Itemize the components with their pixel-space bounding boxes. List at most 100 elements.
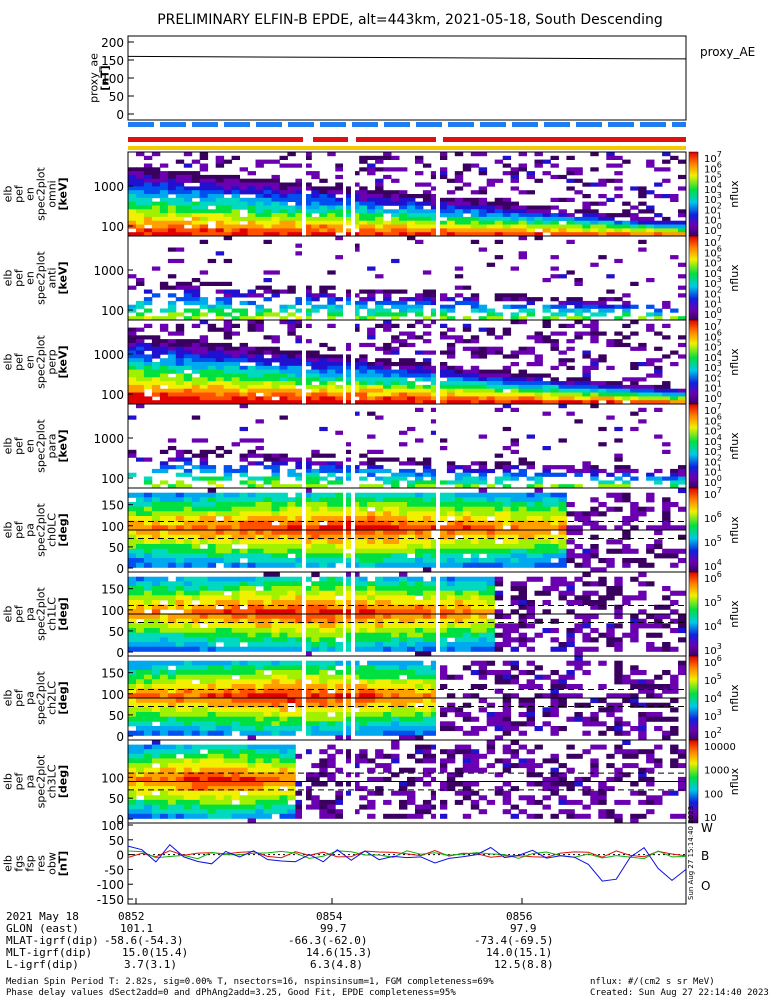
ch0lc-cell (375, 530, 384, 536)
ch1lc-cell (550, 637, 559, 643)
perp-cell (446, 392, 456, 397)
perp-cell (359, 381, 368, 386)
ch1lc-cell (486, 590, 496, 596)
perp-cell (407, 396, 416, 401)
ch0lc-cell (319, 492, 328, 498)
omni-cell (199, 190, 209, 195)
omni-cell (271, 190, 280, 195)
ch0lc-cell (470, 562, 480, 568)
ch0lc-cell (207, 497, 217, 503)
omni-cell (319, 213, 328, 218)
ch1lc-cell (231, 590, 240, 596)
omni-cell (136, 171, 145, 176)
ch1lc-cell (494, 590, 504, 596)
para-cell (670, 476, 679, 481)
ch1lc-cell (215, 637, 225, 643)
anti-cell (415, 300, 424, 306)
anti-cell (606, 308, 615, 313)
ch1lc-cell (159, 632, 169, 638)
anti-cell (486, 316, 496, 321)
para-cell (359, 484, 368, 489)
ch1lc-cell (287, 628, 296, 634)
para-cell (343, 472, 352, 477)
ch0lc-cell (231, 525, 240, 531)
ch2lc-cell (136, 707, 145, 713)
perp-cell (526, 396, 535, 401)
perp-cell (590, 335, 599, 340)
ch0lc-cell (391, 516, 400, 522)
anti-cell (279, 304, 288, 309)
perp-cell (558, 331, 567, 336)
anti-cell (223, 289, 233, 294)
perp-cell (128, 354, 137, 359)
ch1lc-cell (351, 628, 360, 634)
omni-cell (191, 216, 201, 222)
omni-cell (183, 228, 193, 233)
perp-cell (175, 331, 185, 336)
anti-cell (590, 312, 599, 317)
omni-cell (351, 171, 360, 176)
ch1lc-cell (502, 637, 512, 643)
ch1lc-cell (638, 623, 647, 629)
ch0lc-cell (128, 525, 137, 531)
omni-cell (359, 224, 368, 229)
ch1lc-cell (175, 604, 185, 610)
omni-cell (614, 186, 623, 191)
perp-cell (582, 354, 591, 359)
ch1lc-cell (311, 609, 320, 615)
ch0lc-cell (247, 548, 256, 554)
omni-cell (303, 220, 312, 225)
ch1lc-cell (159, 590, 169, 596)
perp-cell (223, 354, 233, 359)
perp-cell (399, 369, 408, 374)
omni-cell (462, 209, 472, 214)
perp-cell (383, 323, 392, 328)
anti-cell (454, 266, 464, 271)
ch1lc-cell (223, 581, 233, 587)
ch1lc-cell (128, 646, 137, 652)
anti-cell (239, 300, 248, 306)
perp-cell (231, 392, 240, 397)
omni-cell (654, 194, 663, 199)
ch0lc-cell (311, 506, 320, 512)
ch1lc-cell (207, 604, 217, 610)
ch2lc-cell (143, 679, 153, 685)
ch1lc-cell (287, 637, 296, 643)
ch1lc-cell (287, 632, 296, 638)
perp-cell (646, 327, 655, 332)
para-cell (502, 472, 512, 477)
ch1lc-cell (383, 604, 392, 610)
anti-cell (143, 289, 153, 294)
para-cell (263, 457, 272, 462)
omni-cell (335, 209, 344, 214)
perp-cell (430, 400, 440, 405)
omni-cell (654, 228, 663, 233)
ch1lc-cell (518, 614, 527, 620)
omni-cell (415, 228, 424, 233)
perp-cell (383, 320, 392, 325)
omni-cell (359, 186, 368, 191)
ch0lc-cell (446, 562, 456, 568)
ch0lc-cell (510, 534, 519, 540)
perp-cell (295, 388, 304, 393)
ch1lc-cell (430, 614, 440, 620)
ch0lc-cell (143, 534, 153, 540)
perp-cell (614, 400, 623, 405)
ch1lc-cell (494, 632, 504, 638)
ch2lc-cell (215, 707, 225, 713)
omni-cell (239, 224, 248, 229)
ch1lc-cell (367, 609, 376, 615)
omni-cell (430, 209, 440, 214)
ch0lc-cell (399, 516, 408, 522)
ch1lc-cell (303, 618, 312, 624)
para-cell (518, 461, 527, 466)
perp-cell (239, 381, 248, 386)
perp-cell (327, 400, 336, 405)
ch1lc-cell (375, 604, 384, 610)
ch0lc-cell (175, 511, 185, 517)
ch0lc-cell (287, 502, 296, 508)
ch2lc-cell (167, 693, 177, 699)
anti-cell (614, 316, 623, 321)
para-cell (151, 468, 161, 474)
omni-cell (151, 194, 161, 199)
